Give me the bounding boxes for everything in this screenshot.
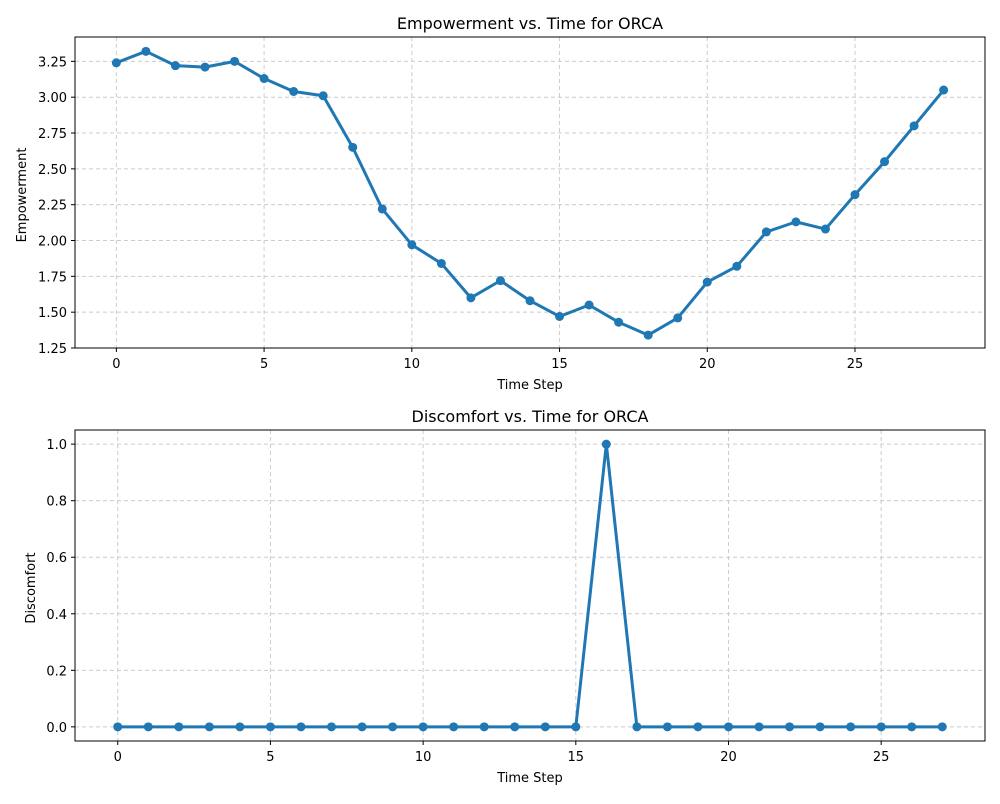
- x-tick-label: 5: [260, 357, 268, 372]
- data-point: [732, 261, 742, 271]
- data-point: [289, 86, 299, 96]
- data-point: [466, 293, 476, 303]
- data-point: [174, 722, 184, 732]
- data-point: [327, 722, 337, 732]
- data-point: [418, 722, 428, 732]
- data-point: [693, 722, 703, 732]
- x-axis-label: Time Step: [496, 771, 563, 786]
- data-point: [673, 313, 683, 323]
- data-point: [479, 722, 489, 732]
- data-point: [850, 190, 860, 200]
- y-tick-label: 2.75: [38, 127, 67, 142]
- x-tick-label: 10: [415, 750, 432, 765]
- data-point: [614, 317, 624, 327]
- discomfort-chart: Discomfort vs. Time for ORCA 0 5 10 15 20 25 0…: [24, 407, 986, 786]
- x-axis-label: Time Step: [496, 378, 563, 393]
- y-axis-label: Discomfort: [24, 552, 39, 623]
- chart-title: Discomfort vs. Time for ORCA: [412, 407, 649, 426]
- data-point: [495, 276, 505, 286]
- data-point: [785, 722, 795, 732]
- chart-title: Empowerment vs. Time for ORCA: [397, 14, 663, 33]
- x-tick-label: 10: [404, 357, 421, 372]
- series-line: [115, 49, 945, 337]
- data-point: [388, 722, 398, 732]
- data-point: [449, 722, 459, 732]
- data-point: [939, 85, 949, 95]
- y-tick-label: 0.4: [46, 608, 67, 623]
- data-point: [235, 722, 245, 732]
- data-point: [601, 439, 611, 449]
- data-point: [815, 722, 825, 732]
- data-point: [643, 330, 653, 340]
- y-tick-label: 2.00: [38, 235, 67, 250]
- data-point: [907, 722, 917, 732]
- y-tick-label: 1.50: [38, 306, 67, 321]
- data-point: [436, 258, 446, 268]
- plot-area: [74, 429, 986, 742]
- data-point: [170, 61, 180, 71]
- data-point: [510, 722, 520, 732]
- data-point: [909, 121, 919, 131]
- data-point: [525, 296, 535, 306]
- x-tick-label: 20: [699, 357, 716, 372]
- data-point: [571, 722, 581, 732]
- data-point: [204, 722, 214, 732]
- data-point: [555, 311, 565, 321]
- x-tick-label: 15: [551, 357, 568, 372]
- data-point: [296, 722, 306, 732]
- data-point: [111, 58, 121, 68]
- data-point: [265, 722, 275, 732]
- data-point: [259, 74, 269, 84]
- data-point: [820, 224, 830, 234]
- y-axis-label: Empowerment: [15, 148, 30, 243]
- data-point: [230, 56, 240, 66]
- data-point: [113, 722, 123, 732]
- y-tick-label: 0.6: [46, 551, 67, 566]
- data-point: [143, 722, 153, 732]
- data-point: [348, 142, 358, 152]
- data-point: [876, 722, 886, 732]
- data-point: [407, 240, 417, 250]
- data-point: [377, 204, 387, 214]
- plot-area: [74, 36, 986, 349]
- y-tick-label: 0.2: [46, 664, 67, 679]
- data-point: [880, 157, 890, 167]
- y-tick-label: 0.8: [46, 495, 67, 510]
- data-point: [761, 227, 771, 237]
- data-point: [791, 217, 801, 227]
- data-point: [723, 722, 733, 732]
- x-tick-label: 25: [873, 750, 890, 765]
- y-tick-label: 3.00: [38, 91, 67, 106]
- y-tick-label: 1.25: [38, 342, 67, 357]
- x-tick-label: 5: [266, 750, 274, 765]
- x-tick-label: 25: [847, 357, 864, 372]
- data-point: [846, 722, 856, 732]
- data-point: [754, 722, 764, 732]
- data-point: [584, 300, 594, 310]
- y-tick-label: 2.25: [38, 199, 67, 214]
- data-point: [702, 277, 712, 287]
- x-tick-label: 0: [114, 750, 122, 765]
- y-tick-label: 0.0: [46, 721, 67, 736]
- data-point: [141, 46, 151, 56]
- data-point: [318, 91, 328, 101]
- data-point: [540, 722, 550, 732]
- y-tick-label: 3.25: [38, 55, 67, 70]
- data-point: [662, 722, 672, 732]
- data-point: [937, 722, 947, 732]
- data-point: [357, 722, 367, 732]
- x-tick-label: 20: [720, 750, 737, 765]
- empowerment-chart: Empowerment vs. Time for ORCA 0 5 10 15 20 25…: [15, 14, 986, 393]
- series-line: [117, 442, 943, 729]
- x-tick-label: 15: [568, 750, 585, 765]
- data-point: [200, 62, 210, 72]
- data-point: [632, 722, 642, 732]
- y-tick-label: 1.75: [38, 270, 67, 285]
- x-tick-label: 0: [112, 357, 120, 372]
- y-tick-label: 1.0: [46, 438, 67, 453]
- y-tick-label: 2.50: [38, 163, 67, 178]
